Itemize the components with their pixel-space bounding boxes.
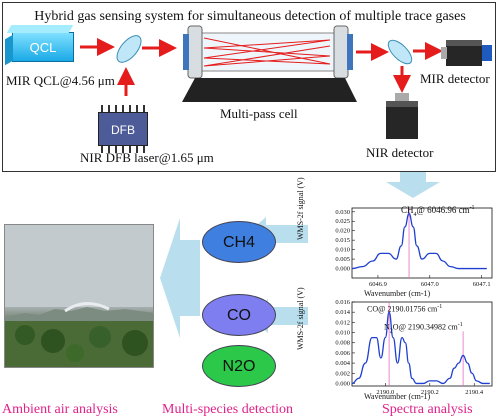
- co-ytick-label: 0.002: [335, 370, 350, 377]
- ch4-ytick-label: 0.010: [335, 247, 350, 254]
- n2o-label: N2O: [222, 358, 256, 375]
- co-frame: [351, 301, 493, 387]
- qcl-label: MIR QCL@4.56 μm: [6, 73, 115, 88]
- ch4-xtick-label: 6047.0: [421, 281, 439, 288]
- ch4-annot-species: CH: [401, 205, 414, 215]
- ch4-ellipse: CH4: [202, 221, 276, 263]
- co-ellipse: CO: [202, 294, 276, 336]
- ch4-annot-sup: -1: [469, 205, 475, 211]
- ch4-ytick-label: 0.025: [335, 218, 350, 225]
- ch4-ytick-label: 0.015: [335, 237, 350, 244]
- setup-panel: Hybrid gas sensing system for simultaneo…: [2, 2, 496, 172]
- diagram-title: Hybrid gas sensing system for simultaneo…: [34, 9, 466, 24]
- co-ytick-label: 0.010: [335, 330, 350, 337]
- qcl-laser-box: QCL: [12, 32, 74, 62]
- co-ytick-label: 0.006: [335, 350, 350, 357]
- co-annot-at: @: [378, 304, 386, 314]
- nir-detector-device: [386, 93, 418, 139]
- cell-label: Multi-pass cell: [220, 106, 298, 121]
- ch4-annot-sub: 4: [413, 211, 417, 218]
- beam-splitter: [387, 39, 413, 65]
- n2o-ellipse: N2O: [202, 345, 276, 387]
- dfb-laser-chip: DFB: [98, 112, 148, 146]
- ch4-label: CH4: [222, 234, 255, 251]
- ch4-annot-at: @: [416, 205, 425, 215]
- co-ylabel: WMS-2f signal (V): [296, 287, 305, 350]
- ch4-ytick-label: 0.000: [335, 266, 350, 273]
- co-ytick-label: 0.014: [335, 309, 350, 316]
- mir-detector-device: [441, 40, 492, 66]
- ch4-xtick-label: 6046.9: [369, 281, 387, 288]
- ambient-air-photo: [4, 224, 154, 368]
- n2o-annotation: N2O@ 2190.34982 cm-1: [384, 322, 463, 334]
- co-series-line: [351, 311, 490, 385]
- qcl-box-label: QCL: [29, 40, 57, 55]
- n2o-annot-rest: O: [392, 322, 399, 332]
- ch4-ytick-label: 0.020: [335, 228, 350, 235]
- nir-detector-label: NIR detector: [366, 145, 434, 160]
- ch4-frame: [351, 207, 493, 279]
- co-xtick-label: 2190.4: [465, 389, 484, 396]
- dichroic-mirror: [116, 35, 142, 63]
- ch4-spectrum-chart: 0.030 0.025 0.020 0.015 0.010 0.005 0.000 6046.…: [312, 200, 498, 298]
- co-ytick-label: 0.004: [335, 360, 350, 367]
- n2o-annot-value: 2190.34982 cm: [407, 322, 458, 332]
- co-annot-value: 2190.01756 cm: [387, 304, 438, 314]
- n2o-annot-sup: -1: [457, 322, 463, 328]
- n2o-annot-species: N: [384, 322, 390, 332]
- down-arrow: [386, 172, 440, 198]
- co-annotation: CO@ 2190.01756 cm-1: [367, 304, 442, 314]
- co-n2o-spectrum-chart: 0.016 0.014 0.012 0.010 0.008 0.006 0.004 0.002…: [312, 298, 498, 402]
- ch4-xtick-label: 6047.1: [473, 281, 491, 288]
- co-annot-sup: -1: [437, 304, 443, 310]
- setup-graphics: [80, 25, 492, 139]
- section-spectra: Spectra analysis: [382, 402, 473, 417]
- co-label: CO: [227, 307, 251, 324]
- ch4-series-line: [351, 213, 487, 270]
- ch4-ytick-label: 0.005: [335, 256, 350, 263]
- co-ytick-label: 0.012: [335, 319, 350, 326]
- dfb-box-label: DFB: [111, 123, 135, 137]
- co-ytick-label: 0.000: [335, 380, 350, 387]
- n2o-annot-sub: 2: [389, 328, 393, 335]
- n2o-annot-at: @: [398, 322, 406, 332]
- co-xlabel: Wavenumber (cm-1): [364, 392, 431, 401]
- ch4-annotation: CH4@ 6046.96 cm-1: [401, 205, 475, 218]
- dfb-label: NIR DFB laser@1.65 μm: [80, 150, 214, 165]
- co-ytick-label: 0.016: [335, 299, 350, 306]
- co-ytick-label: 0.008: [335, 340, 350, 347]
- section-multi: Multi-species detection: [162, 402, 294, 417]
- arrow-ambient: [160, 218, 200, 338]
- ch4-ylabel: WMS-2f signal (V): [296, 177, 305, 240]
- co-xtick-label: 2190.0: [376, 389, 394, 396]
- multi-pass-cell: [182, 25, 357, 102]
- section-ambient: Ambient air analysis: [2, 402, 118, 417]
- mir-detector-label: MIR detector: [420, 71, 490, 86]
- ch4-annot-value: 6046.96 cm: [427, 205, 470, 215]
- ch4-ytick-label: 0.030: [335, 209, 350, 216]
- ch4-xlabel: Wavenumber (cm-1): [364, 289, 431, 298]
- co-xtick-label: 2190.2: [421, 389, 439, 396]
- co-annot-species: CO: [367, 304, 379, 314]
